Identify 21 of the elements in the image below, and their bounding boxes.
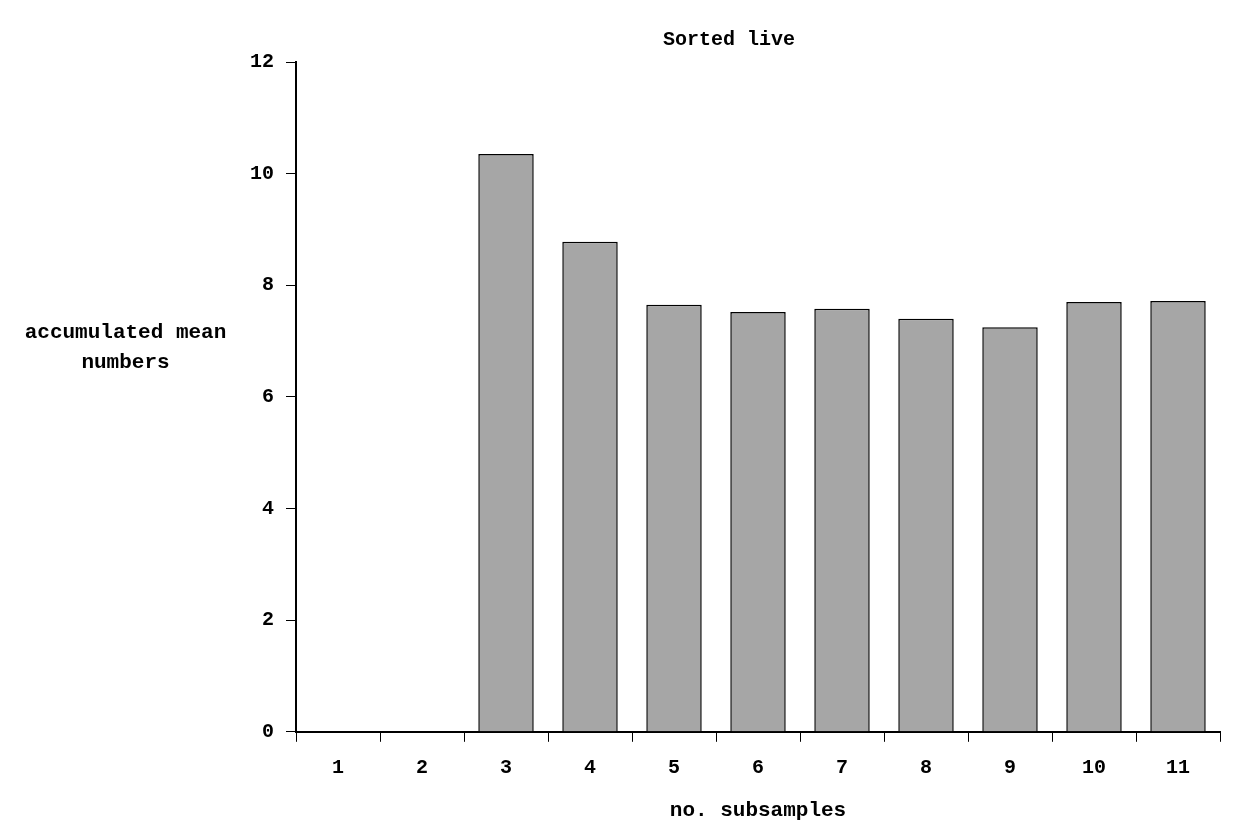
y-tick-label: 0 — [261, 719, 274, 743]
x-tick-label: 2 — [416, 755, 429, 779]
y-tick-label: 2 — [261, 608, 274, 632]
y-tick-label: 12 — [249, 50, 274, 74]
x-tick-label: 11 — [1165, 755, 1191, 779]
x-tick-label: 3 — [500, 755, 513, 779]
y-tick-label: 4 — [261, 496, 274, 520]
x-tick-label: 7 — [835, 755, 849, 779]
x-axis-title: no. subsamples — [669, 798, 847, 822]
y-tick-label: 6 — [261, 384, 274, 408]
x-tick-label: 9 — [1003, 755, 1017, 779]
y-axis-title: accumulated mean numbers — [23, 320, 228, 376]
x-tick-label: 5 — [667, 755, 681, 779]
x-tick-label: 6 — [751, 755, 765, 779]
x-tick-label: 1 — [332, 755, 345, 779]
y-tick-label: 10 — [249, 161, 274, 185]
x-tick-label: 4 — [583, 755, 597, 779]
chart-title: Sorted live — [662, 28, 796, 52]
x-tick-label: 10 — [1081, 755, 1107, 779]
y-tick-label: 8 — [261, 273, 274, 297]
x-tick-label: 8 — [919, 755, 933, 779]
